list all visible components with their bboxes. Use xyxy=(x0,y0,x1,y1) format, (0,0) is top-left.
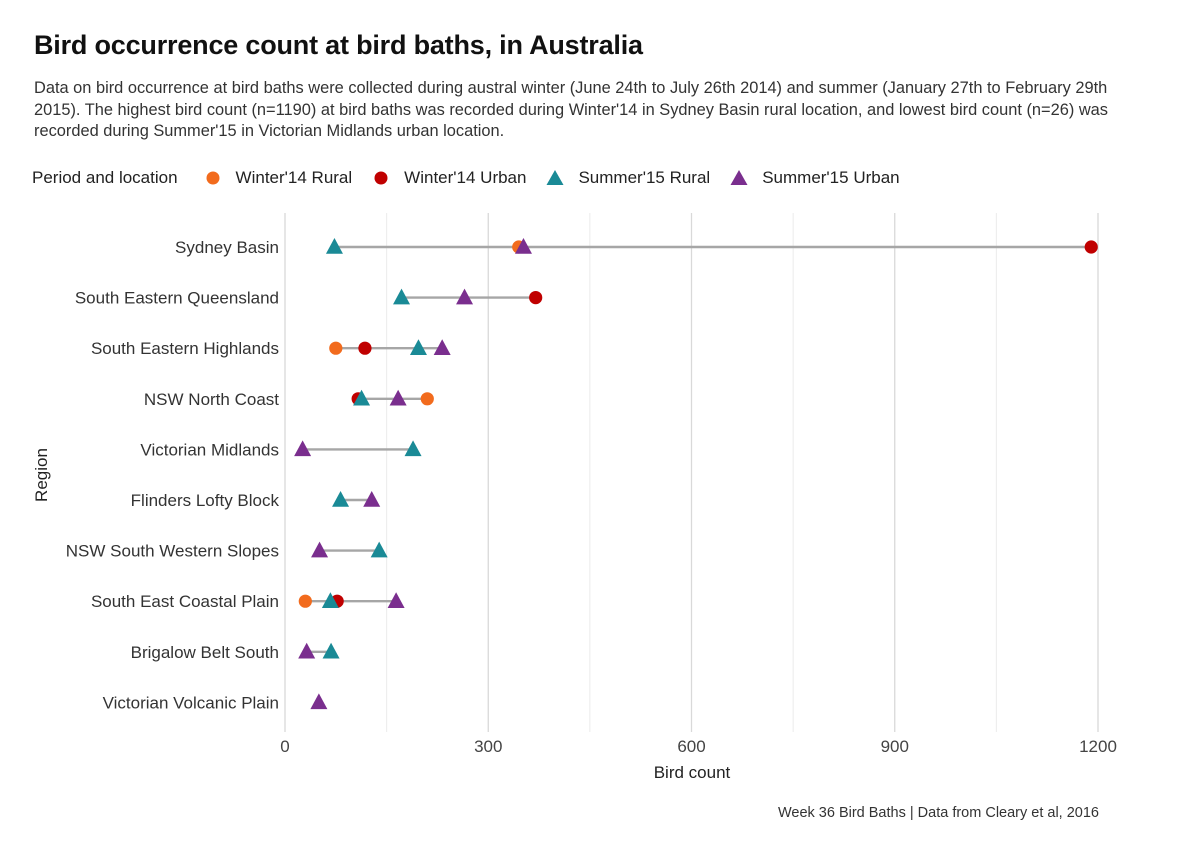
legend-label: Winter'14 Urban xyxy=(404,168,527,187)
data-point-triangle xyxy=(370,541,388,558)
x-axis-label: Bird count xyxy=(654,763,731,782)
chart-subtitle: Data on bird occurrence at bird baths we… xyxy=(34,79,1108,140)
data-point-triangle xyxy=(409,339,427,355)
data-points xyxy=(294,238,1098,710)
chart-caption: Week 36 Bird Baths | Data from Cleary et… xyxy=(777,805,1099,821)
data-point-circle xyxy=(329,341,343,355)
data-point-circle xyxy=(358,341,372,355)
legend-item-winter14-rural: Winter'14 Rural xyxy=(202,167,353,189)
legend-item-summer15-urban: Summer'15 Urban xyxy=(728,167,900,189)
y-tick-label: Flinders Lofty Block xyxy=(131,491,280,510)
data-point-circle xyxy=(529,291,543,305)
data-point-triangle xyxy=(310,693,328,710)
legend-label: Summer'15 Urban xyxy=(762,168,900,187)
data-point-triangle xyxy=(404,440,422,457)
data-point-triangle xyxy=(363,491,381,507)
legend-item-winter14-urban: Winter'14 Urban xyxy=(370,167,526,189)
grid-lines xyxy=(284,213,1099,732)
legend-key-circle-icon xyxy=(374,171,388,185)
data-point-triangle xyxy=(456,288,474,305)
data-point-triangle xyxy=(353,389,371,406)
y-tick-label: Victorian Volcanic Plain xyxy=(103,693,279,712)
y-axis-label: Region xyxy=(32,448,51,502)
data-point-triangle xyxy=(389,389,407,406)
x-tick-labels: 0 300 600 900 1200 xyxy=(280,737,1117,756)
x-tick-label: 1200 xyxy=(1079,737,1117,756)
chart-title: Bird occurrence count at bird baths, in … xyxy=(34,30,643,60)
y-tick-label: South East Coastal Plain xyxy=(91,592,279,611)
x-tick-label: 300 xyxy=(474,737,502,756)
x-tick-label: 900 xyxy=(881,737,909,756)
y-tick-label: NSW South Western Slopes xyxy=(66,542,279,561)
data-point-circle xyxy=(1084,240,1098,254)
data-point-circle xyxy=(298,594,312,608)
legend-label: Winter'14 Rural xyxy=(235,168,353,187)
y-tick-labels: Sydney Basin South Eastern Queensland Sout… xyxy=(66,238,280,712)
data-point-triangle xyxy=(433,339,451,355)
data-point-triangle xyxy=(332,491,350,507)
legend-key-triangle-icon xyxy=(546,170,564,185)
y-tick-label: South Eastern Queensland xyxy=(75,289,279,308)
legend-title: Period and location xyxy=(32,168,178,187)
data-point-triangle xyxy=(514,238,532,254)
legend-label: Summer'15 Rural xyxy=(578,168,711,187)
y-tick-label: Sydney Basin xyxy=(175,238,279,257)
data-point-triangle xyxy=(325,238,343,254)
y-tick-label: NSW North Coast xyxy=(144,390,279,409)
legend-item-summer15-rural: Summer'15 Rural xyxy=(544,167,710,189)
data-point-triangle xyxy=(311,541,329,558)
y-tick-label: South Eastern Highlands xyxy=(91,339,279,358)
x-tick-label: 600 xyxy=(677,737,705,756)
data-point-triangle xyxy=(387,592,405,608)
data-point-triangle xyxy=(294,440,312,457)
range-segments xyxy=(302,245,1092,653)
data-point-triangle xyxy=(298,642,316,659)
data-point-circle xyxy=(420,392,434,406)
data-point-triangle xyxy=(321,592,339,608)
y-tick-label: Brigalow Belt South xyxy=(131,643,279,662)
x-tick-label: 0 xyxy=(280,737,289,756)
legend-key-triangle-icon xyxy=(730,170,748,185)
y-tick-label: Victorian Midlands xyxy=(140,440,279,459)
data-point-triangle xyxy=(393,288,411,305)
legend-key-circle-icon xyxy=(206,171,220,185)
data-point-triangle xyxy=(322,642,340,659)
legend: Period and location Winter'14 Rural Wint… xyxy=(32,166,918,190)
